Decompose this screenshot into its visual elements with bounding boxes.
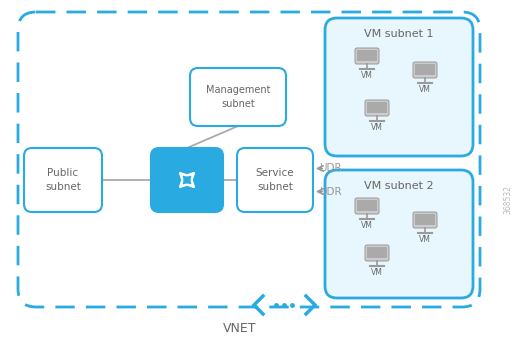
Text: VNET: VNET — [223, 322, 257, 335]
Text: Public
subnet: Public subnet — [45, 168, 81, 192]
FancyBboxPatch shape — [325, 18, 473, 156]
Text: VM: VM — [419, 235, 431, 244]
FancyBboxPatch shape — [355, 48, 379, 64]
Text: VM: VM — [371, 123, 383, 132]
Text: Service
subnet: Service subnet — [255, 168, 295, 192]
FancyBboxPatch shape — [24, 148, 102, 212]
Text: VM: VM — [371, 268, 383, 277]
FancyBboxPatch shape — [237, 148, 313, 212]
Bar — [415, 214, 435, 225]
FancyBboxPatch shape — [325, 170, 473, 298]
FancyBboxPatch shape — [413, 212, 437, 228]
Text: Management
subnet: Management subnet — [206, 85, 270, 108]
FancyBboxPatch shape — [365, 100, 389, 116]
FancyBboxPatch shape — [365, 245, 389, 261]
Bar — [357, 201, 377, 211]
Bar — [357, 50, 377, 61]
FancyBboxPatch shape — [151, 148, 223, 212]
FancyBboxPatch shape — [190, 68, 286, 126]
Text: 368532: 368532 — [504, 186, 512, 214]
Text: VM subnet 2: VM subnet 2 — [364, 181, 434, 191]
FancyBboxPatch shape — [355, 198, 379, 214]
Text: UDR: UDR — [319, 163, 342, 174]
Bar — [368, 248, 387, 258]
Text: VM: VM — [419, 85, 431, 94]
Bar — [415, 64, 435, 75]
Text: UDR: UDR — [319, 187, 342, 196]
Text: VM: VM — [361, 221, 373, 230]
FancyBboxPatch shape — [413, 62, 437, 78]
Text: VM: VM — [361, 71, 373, 80]
Text: VM subnet 1: VM subnet 1 — [364, 29, 434, 39]
Bar — [368, 102, 387, 113]
